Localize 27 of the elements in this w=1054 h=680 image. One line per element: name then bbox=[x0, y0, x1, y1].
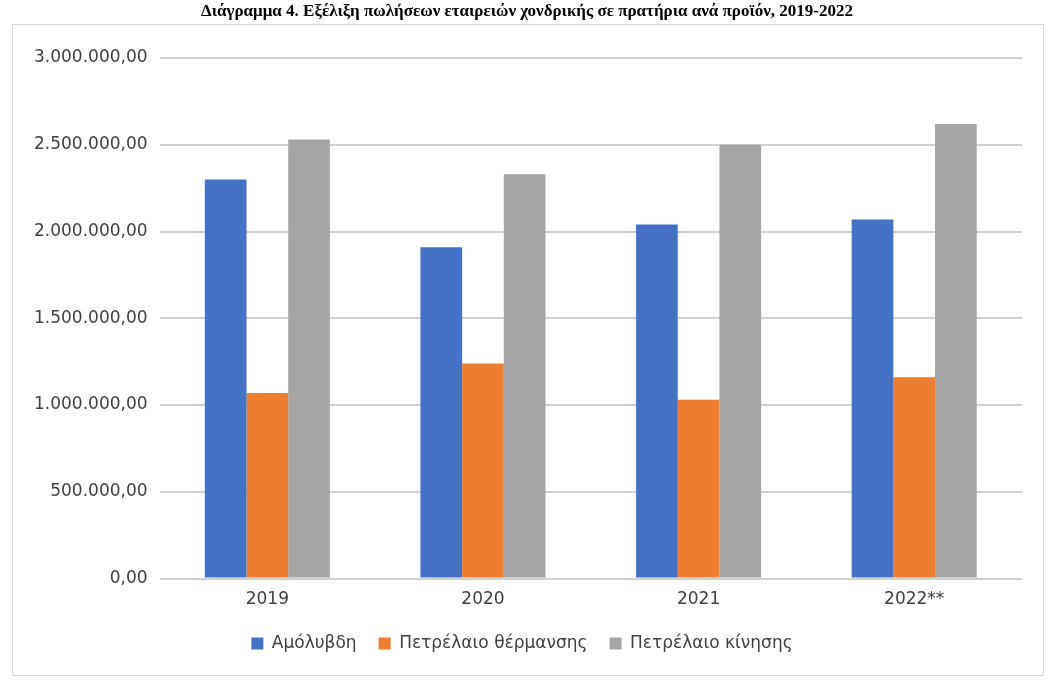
bar bbox=[246, 392, 289, 578]
bar bbox=[935, 123, 977, 578]
bar bbox=[462, 363, 504, 578]
y-tick-label: 3.000.000,00 bbox=[33, 46, 148, 67]
x-tick-label: 2021 bbox=[676, 588, 721, 609]
bar bbox=[677, 399, 720, 578]
y-tick-label: 0,00 bbox=[109, 567, 148, 588]
bar bbox=[893, 377, 936, 578]
y-tick-label: 500.000,00 bbox=[50, 480, 148, 501]
legend-label: Πετρέλαιο θέρμανσης bbox=[399, 631, 588, 652]
y-tick-label: 1.500.000,00 bbox=[33, 306, 148, 327]
x-tick-label: 2020 bbox=[461, 588, 505, 609]
bar bbox=[851, 219, 894, 578]
x-tick-label: 2022** bbox=[884, 588, 945, 609]
x-tick-label: 2019 bbox=[245, 588, 289, 609]
y-tick-label: 2.000.000,00 bbox=[33, 219, 148, 240]
bar bbox=[288, 139, 330, 578]
legend-label: Πετρέλαιο κίνησης bbox=[630, 631, 793, 652]
legend-label: Αμόλυβδη bbox=[271, 631, 357, 652]
bar bbox=[503, 174, 546, 578]
bar bbox=[719, 144, 762, 578]
bar bbox=[204, 179, 247, 578]
y-tick-label: 2.500.000,00 bbox=[33, 133, 148, 154]
bar bbox=[636, 224, 678, 578]
y-tick-label: 1.000.000,00 bbox=[33, 393, 148, 414]
bar bbox=[420, 247, 463, 578]
chart-title: Διάγραμμα 4. Εξέλιξη πωλήσεων εταιρειών χονδρικής σε πρατήρια ανά προϊόν, 2019-2022 bbox=[200, 0, 854, 22]
